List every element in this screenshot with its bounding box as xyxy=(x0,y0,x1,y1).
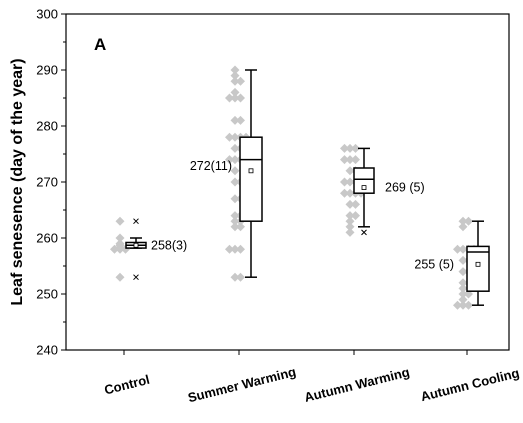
data-point xyxy=(230,194,240,204)
y-tick-label: 300 xyxy=(36,7,58,22)
data-point xyxy=(345,177,355,187)
data-point xyxy=(236,222,245,232)
data-point xyxy=(115,233,125,243)
data-point xyxy=(230,115,240,125)
data-point xyxy=(351,199,360,209)
data-point xyxy=(230,155,240,165)
data-point xyxy=(236,272,245,282)
data-point xyxy=(115,216,125,226)
data-point xyxy=(351,155,360,165)
data-point xyxy=(345,222,355,232)
data-point xyxy=(453,244,462,254)
x-tick-label: Control xyxy=(103,372,151,398)
group-annotation: 272(11) xyxy=(190,159,232,173)
data-point xyxy=(230,76,240,86)
box xyxy=(353,167,375,194)
data-point xyxy=(230,87,240,97)
data-point xyxy=(225,93,234,103)
y-axis-title: Leaf senesence (day of the year) xyxy=(9,58,26,305)
data-point xyxy=(236,244,245,254)
mean-marker xyxy=(475,261,481,267)
data-point xyxy=(340,143,349,153)
box xyxy=(239,136,263,222)
data-point xyxy=(230,222,240,232)
y-tick-label: 240 xyxy=(36,343,58,358)
data-point xyxy=(458,295,468,305)
data-point xyxy=(345,166,355,176)
group-annotation: 269 (5) xyxy=(385,181,425,195)
mean-marker xyxy=(133,242,139,248)
group-annotation: 258(3) xyxy=(151,238,187,252)
data-point xyxy=(464,216,473,226)
y-tick-label: 260 xyxy=(36,231,58,246)
data-point xyxy=(351,211,360,221)
data-point xyxy=(230,71,240,81)
data-point xyxy=(345,216,355,226)
outlier-marker xyxy=(361,229,367,236)
data-point xyxy=(453,300,462,310)
data-point xyxy=(236,76,245,86)
data-point xyxy=(351,143,360,153)
data-point xyxy=(230,143,240,153)
data-point xyxy=(345,211,355,221)
data-point xyxy=(230,216,240,226)
outlier-marker xyxy=(133,274,139,281)
mean-marker xyxy=(248,168,254,174)
data-point xyxy=(458,289,468,299)
data-point xyxy=(230,272,240,282)
data-point xyxy=(464,300,473,310)
data-point xyxy=(458,278,468,288)
data-point xyxy=(345,199,355,209)
data-point xyxy=(340,177,349,187)
data-point xyxy=(345,227,355,237)
data-point xyxy=(230,166,240,176)
data-point xyxy=(230,211,240,221)
data-point xyxy=(230,132,240,142)
data-point xyxy=(345,188,355,198)
data-point xyxy=(225,155,234,165)
data-point xyxy=(225,244,234,254)
mean-marker xyxy=(361,185,367,191)
axis-ticks xyxy=(61,13,468,355)
data-point xyxy=(230,177,240,187)
box xyxy=(466,245,490,292)
y-tick-label: 280 xyxy=(36,119,58,134)
y-tick-label: 270 xyxy=(36,175,58,190)
points-layer xyxy=(110,65,479,310)
data-point xyxy=(458,300,468,310)
data-point xyxy=(458,255,468,265)
y-tick-label: 250 xyxy=(36,287,58,302)
data-point xyxy=(225,132,234,142)
data-point xyxy=(110,244,119,254)
axis-labels: 240 250 260 270 280 290 300 Control Summer Warmi… xyxy=(36,7,521,406)
data-point xyxy=(340,188,349,198)
panel-label: A xyxy=(94,35,106,54)
data-point xyxy=(345,155,355,165)
plot-area-frame xyxy=(65,13,510,351)
x-tick-label: Summer Warming xyxy=(186,364,297,405)
data-point xyxy=(115,244,125,254)
data-point xyxy=(236,115,245,125)
data-point xyxy=(230,244,240,254)
outlier-marker xyxy=(133,218,139,225)
data-point xyxy=(230,65,240,75)
data-point xyxy=(345,143,355,153)
group-annotation: 255 (5) xyxy=(414,257,454,271)
x-tick-label: Autumn Warming xyxy=(303,364,411,405)
data-point xyxy=(458,222,468,232)
data-point xyxy=(230,93,240,103)
data-point xyxy=(458,216,468,226)
data-point xyxy=(458,244,468,254)
data-point xyxy=(340,155,349,165)
data-point xyxy=(458,283,468,293)
y-tick-label: 290 xyxy=(36,63,58,78)
x-tick-label: Autumn Cooling xyxy=(419,365,521,404)
data-point xyxy=(458,267,468,277)
box-layer xyxy=(125,69,490,306)
data-point xyxy=(115,272,125,282)
data-point xyxy=(236,93,245,103)
